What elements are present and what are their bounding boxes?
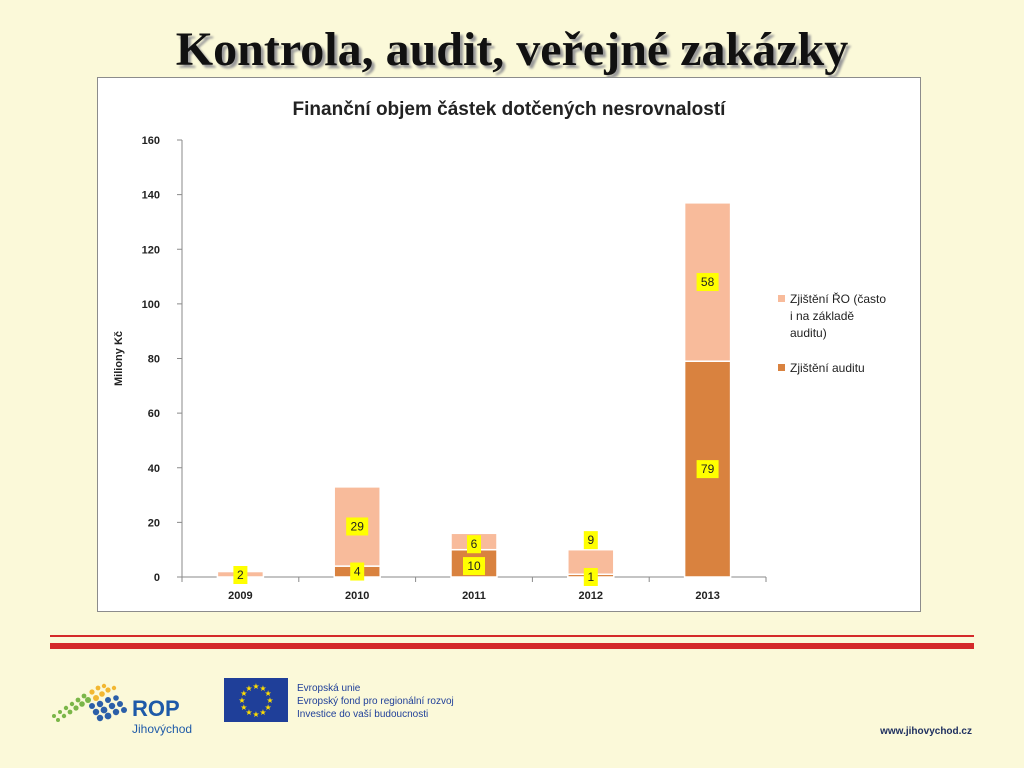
legend-label: auditu) [790,326,827,340]
data-label: 2 [237,568,244,582]
data-label-bg [233,566,248,584]
data-label-bg [467,535,481,554]
data-label-bg [696,460,719,479]
chart-title: Finanční objem částek dotčených nesrovna… [293,99,727,120]
rop-logo-icon [52,683,127,722]
eu-line: Investice do vaší budoucnosti [297,709,429,720]
footer-divider-thick [50,643,974,649]
legend-label: Zjištění auditu [790,361,865,375]
y-tick-label: 60 [148,408,160,420]
eu-star-icon: ★ [265,703,272,712]
chart: Finanční objem částek dotčených nesrovna… [113,99,886,602]
eu-star-icon: ★ [245,708,252,717]
data-label-bg [583,531,598,550]
data-label-bg [696,273,719,292]
website-link[interactable]: www.jihovychod.cz [880,726,972,737]
y-tick-label: 20 [148,517,160,529]
slide-title: Kontrola, audit, veřejné zakázky [175,23,849,76]
chart-container: Finanční objem částek dotčených nesrovna… [97,77,921,612]
y-tick-label: 120 [142,244,160,256]
data-label: 10 [467,559,481,573]
x-tick-label: 2011 [462,590,486,602]
eu-flag-icon: ★ ★ ★ ★ ★ ★ ★ ★ ★ ★ ★ ★ [224,678,288,722]
data-label: 9 [587,533,594,547]
rop-name: ROP [132,696,180,721]
data-label-bg [583,568,598,586]
y-axis-label: Miliony Kč [113,331,125,386]
data-label-bg [350,562,365,581]
x-tick-label: 2010 [345,590,369,602]
data-label-bg [463,557,485,576]
data-label: 4 [354,565,361,579]
eu-star-icon: ★ [240,689,247,698]
y-tick-label: 160 [142,135,160,147]
legend-label: Zjištění ŘO (často [790,291,886,306]
eu-star-icon: ★ [240,703,247,712]
eu-star-icon: ★ [238,696,245,705]
y-tick-label: 40 [148,463,160,475]
legend-swatch [778,364,785,371]
eu-star-icon: ★ [266,696,273,705]
data-label: 79 [701,462,715,476]
data-label: 29 [351,519,365,533]
eu-star-icon: ★ [252,682,259,691]
eu-line: Evropská unie [297,683,361,694]
eu-star-icon: ★ [252,710,259,719]
eu-text: Evropská unie Evropský fond pro regionál… [297,682,454,721]
legend-label: i na základě [790,309,854,323]
y-tick-label: 100 [142,299,160,311]
rop-region: Jihovýchod [132,722,193,736]
eu-star-icon: ★ [259,684,266,693]
eu-line: Evropský fond pro regionální rozvoj [297,696,454,707]
x-tick-label: 2013 [695,590,719,602]
data-label: 1 [587,570,594,584]
y-tick-label: 80 [148,354,160,366]
y-tick-label: 140 [142,190,160,202]
y-tick-label: 0 [154,572,160,584]
eu-star-icon: ★ [265,689,272,698]
eu-star-icon: ★ [245,684,252,693]
data-label-bg [346,517,369,536]
x-tick-label: 2012 [579,590,603,602]
legend-swatch [778,295,785,302]
x-tick-label: 2009 [228,590,252,602]
eu-star-icon: ★ [259,708,266,717]
footer-divider-thin [50,635,974,637]
data-label: 6 [471,537,478,551]
data-label: 58 [701,275,715,289]
